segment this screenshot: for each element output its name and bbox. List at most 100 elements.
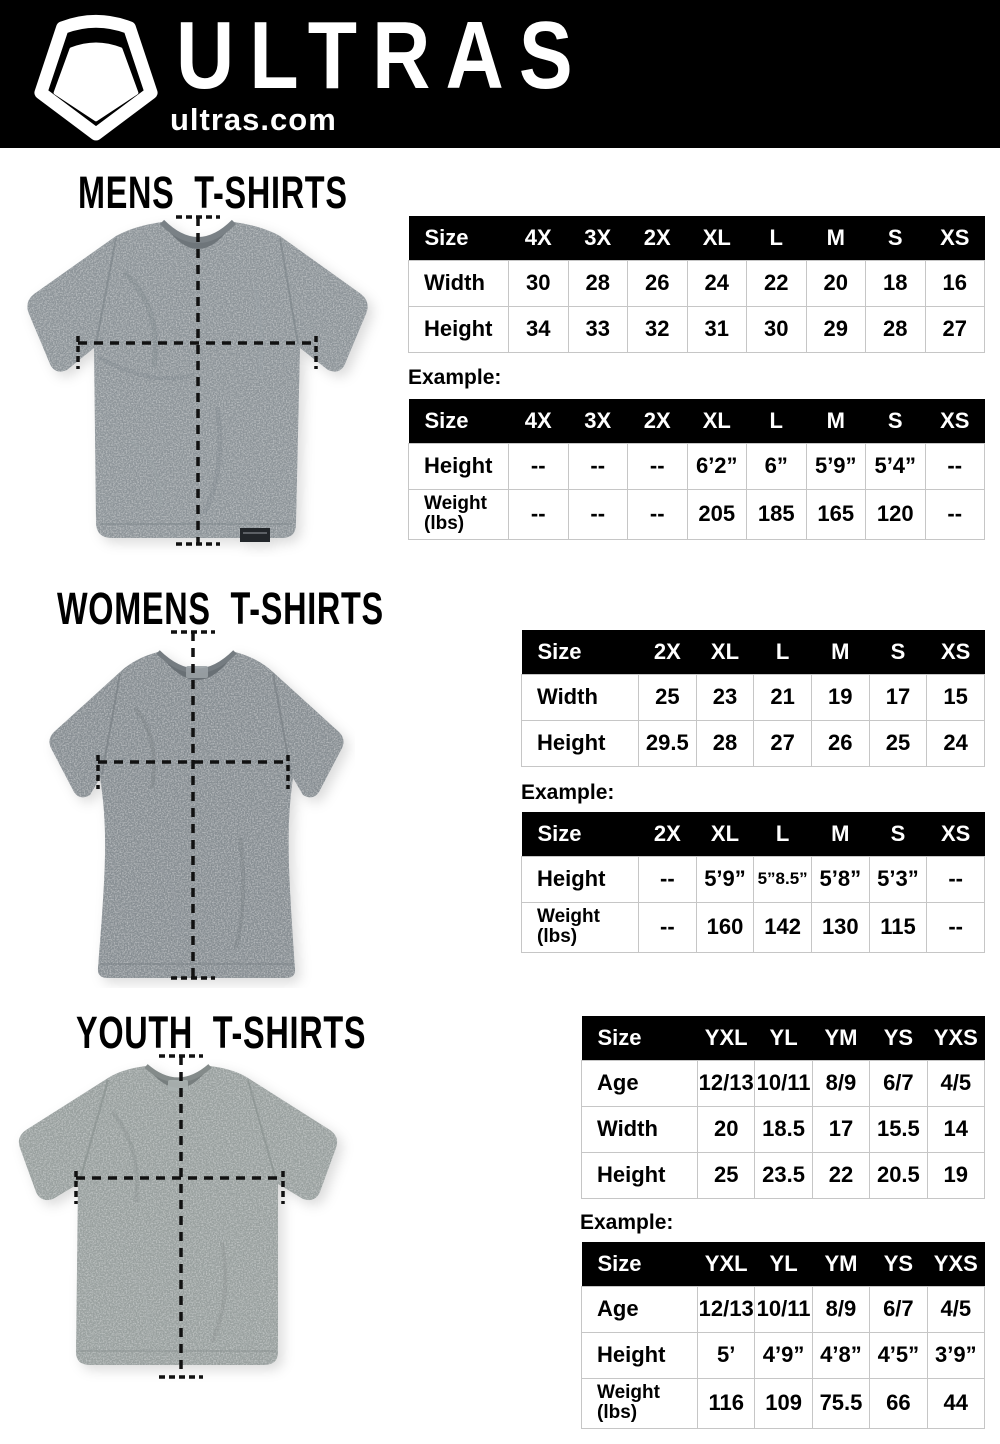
size-column-header: L [753,812,812,856]
table-value-cell: 5’ [696,1331,756,1379]
size-column-header: M [811,630,870,674]
table-row: Height 5’ 4’9” 4’8” 4’5” 3’9” [581,1331,986,1379]
youth-size-table: Size YXL YL YM YS YXS Age 12/13 10/11 8/9 6/7 4/5 Wi… [581,1016,986,1199]
size-column-header: 2X [627,216,687,260]
table-header-row: Size YXL YL YM YS YXS [581,1016,985,1060]
size-row-label-header: Size [408,216,509,260]
size-column-header: 4X [508,399,568,443]
mens-example-table: Size 4X 3X 2X XL L M S XS Height -- -- -- 6’2” 6” 5’9” 5… [408,399,985,540]
womens-section-title: WOMENS T-SHIRTS [57,583,384,634]
brand-wordmark: ULTRAS [176,2,588,109]
table-value-cell: 33 [567,305,628,353]
table-value-cell: -- [508,442,569,490]
size-column-header: M [806,399,866,443]
size-column-header: YM [812,1242,870,1286]
table-value-cell: 5’4” [865,442,926,490]
womens-measurement-lines [96,630,290,980]
table-value-cell: -- [567,488,628,540]
size-column-header: L [746,399,806,443]
size-column-header: XL [687,399,747,443]
table-row: Width 20 18.5 17 15.5 14 [581,1105,986,1153]
size-column-header: YXL [697,1016,755,1060]
table-value-cell: 10/11 [754,1059,813,1107]
table-value-cell: 205 [686,488,747,540]
table-value-cell: 34 [508,305,569,353]
youth-section-title: YOUTH T-SHIRTS [76,1007,367,1058]
table-value-cell: 116 [696,1377,756,1429]
table-value-cell: 16 [924,259,985,307]
table-value-cell: 25 [696,1151,756,1199]
table-row: Height 29.5 28 27 26 25 24 [521,719,985,767]
table-value-cell: 25 [868,719,928,767]
mens-tshirt-image [27,215,368,546]
table-value-cell: 5’9” [805,442,866,490]
table-value-cell: -- [627,488,688,540]
table-value-cell: 160 [695,901,755,953]
size-column-header: 3X [568,399,628,443]
table-value-cell: 22 [746,259,807,307]
table-value-cell: 17 [811,1105,871,1153]
size-column-header: M [806,216,866,260]
table-value-cell: 120 [865,488,926,540]
table-value-cell: 19 [926,1151,986,1199]
table-value-cell: 142 [753,901,812,953]
mens-section-title: MENS T-SHIRTS [78,167,348,218]
table-value-cell: -- [567,442,628,490]
size-column-header: YXS [927,1016,985,1060]
size-column-header: XS [925,399,985,443]
table-row: Width 25 23 21 19 17 15 [521,673,985,721]
table-value-cell: 4’5” [869,1331,928,1379]
site-header: ULTRAS ultras.com [0,0,1000,148]
youth-measurement-lines [74,1054,285,1379]
table-header-row: Size 4X 3X 2X XL L M S XS [408,399,985,443]
table-value-cell: -- [638,855,697,903]
size-column-header: YXS [927,1242,985,1286]
table-value-cell: 26 [810,719,870,767]
table-row: Weight (lbs) 116 109 75.5 66 44 [581,1377,986,1429]
table-value-cell: 4’9” [754,1331,813,1379]
row-label-cell: Width [408,259,509,307]
table-value-cell: 28 [695,719,755,767]
table-value-cell: -- [638,901,697,953]
table-value-cell: 115 [868,901,928,953]
table-value-cell: 66 [869,1377,928,1429]
table-value-cell: 24 [926,719,985,767]
table-value-cell: 12/13 [696,1285,756,1333]
size-column-header: YS [869,1016,928,1060]
ultras-pentagon-logo-icon [34,14,158,141]
size-row-label-header: Size [521,812,639,856]
table-value-cell: 28 [865,305,926,353]
size-column-header: S [869,630,927,674]
table-value-cell: 26 [627,259,688,307]
size-column-header: S [869,812,927,856]
table-value-cell: 27 [924,305,985,353]
youth-example-table: Size YXL YL YM YS YXS Age 12/13 10/11 8/9 6/7 4/5 He… [581,1242,986,1429]
table-value-cell: 130 [810,901,870,953]
table-value-cell: -- [924,442,985,490]
table-row: Height -- 5’9” 5”8.5” 5’8” 5’3” -- [521,855,985,903]
size-column-header: 2X [627,399,687,443]
size-column-header: 2X [638,812,697,856]
table-value-cell: 109 [754,1377,813,1429]
table-value-cell: 4/5 [926,1285,986,1333]
site-url: ultras.com [170,102,337,137]
size-column-header: 3X [568,216,628,260]
table-value-cell: 23.5 [754,1151,813,1199]
row-label-cell: Weight (lbs) [581,1377,698,1429]
table-value-cell: -- [926,855,985,903]
row-label-cell: Width [581,1105,698,1153]
table-value-cell: 18 [865,259,926,307]
table-value-cell: 32 [627,305,688,353]
table-row: Age 12/13 10/11 8/9 6/7 4/5 [581,1285,986,1333]
size-row-label-header: Size [581,1016,698,1060]
table-value-cell: 30 [746,305,807,353]
row-label-cell: Height [408,305,509,353]
table-value-cell: 44 [926,1377,986,1429]
table-value-cell: 4’8” [811,1331,871,1379]
table-value-cell: 24 [686,259,747,307]
table-row: Age 12/13 10/11 8/9 6/7 4/5 [581,1059,986,1107]
table-header-row: Size 4X 3X 2X XL L M S XS [408,216,985,260]
table-header-row: Size YXL YL YM YS YXS [581,1242,985,1286]
table-value-cell: 28 [567,259,628,307]
table-value-cell: 5’3” [868,855,928,903]
